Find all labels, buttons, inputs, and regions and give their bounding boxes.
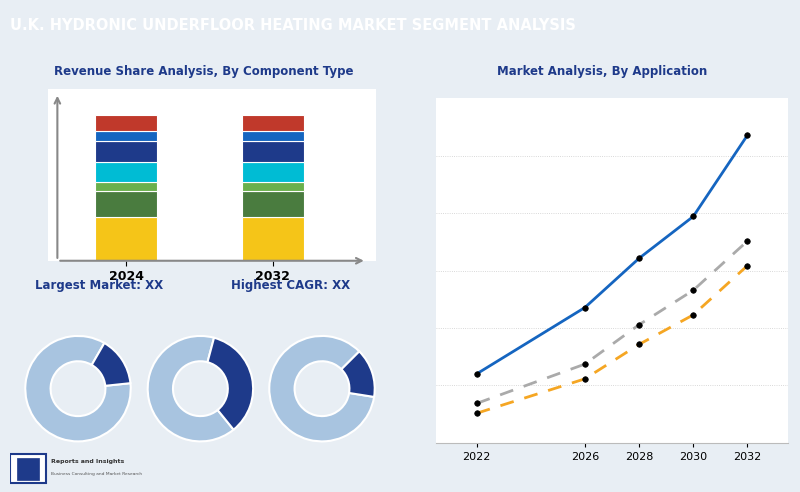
Bar	[242, 191, 304, 217]
Text: Reports and Insights: Reports and Insights	[51, 459, 125, 464]
Bar	[242, 115, 304, 131]
FancyBboxPatch shape	[18, 458, 39, 480]
Bar	[242, 217, 304, 261]
Bar	[95, 182, 158, 191]
Text: Revenue Share Analysis, By Component Type: Revenue Share Analysis, By Component Typ…	[54, 65, 354, 78]
Bar	[95, 217, 158, 261]
Text: U.K. HYDRONIC UNDERFLOOR HEATING MARKET SEGMENT ANALYSIS: U.K. HYDRONIC UNDERFLOOR HEATING MARKET …	[10, 18, 575, 33]
Text: Market Analysis, By Application: Market Analysis, By Application	[497, 65, 707, 78]
Wedge shape	[342, 351, 374, 397]
Bar	[242, 182, 304, 191]
Wedge shape	[26, 336, 130, 441]
Bar	[95, 191, 158, 217]
Text: Business Consulting and Market Research: Business Consulting and Market Research	[51, 472, 142, 476]
Bar	[242, 161, 304, 182]
Bar	[95, 161, 158, 182]
Wedge shape	[148, 336, 234, 441]
Wedge shape	[207, 338, 253, 430]
Text: Largest Market: XX: Largest Market: XX	[35, 279, 163, 292]
Bar	[242, 141, 304, 161]
Wedge shape	[270, 336, 374, 441]
Bar	[242, 131, 304, 141]
Bar	[95, 115, 158, 131]
Bar	[95, 131, 158, 141]
Text: Highest CAGR: XX: Highest CAGR: XX	[231, 279, 350, 292]
FancyBboxPatch shape	[10, 455, 46, 483]
Wedge shape	[92, 343, 130, 386]
Bar	[95, 141, 158, 161]
